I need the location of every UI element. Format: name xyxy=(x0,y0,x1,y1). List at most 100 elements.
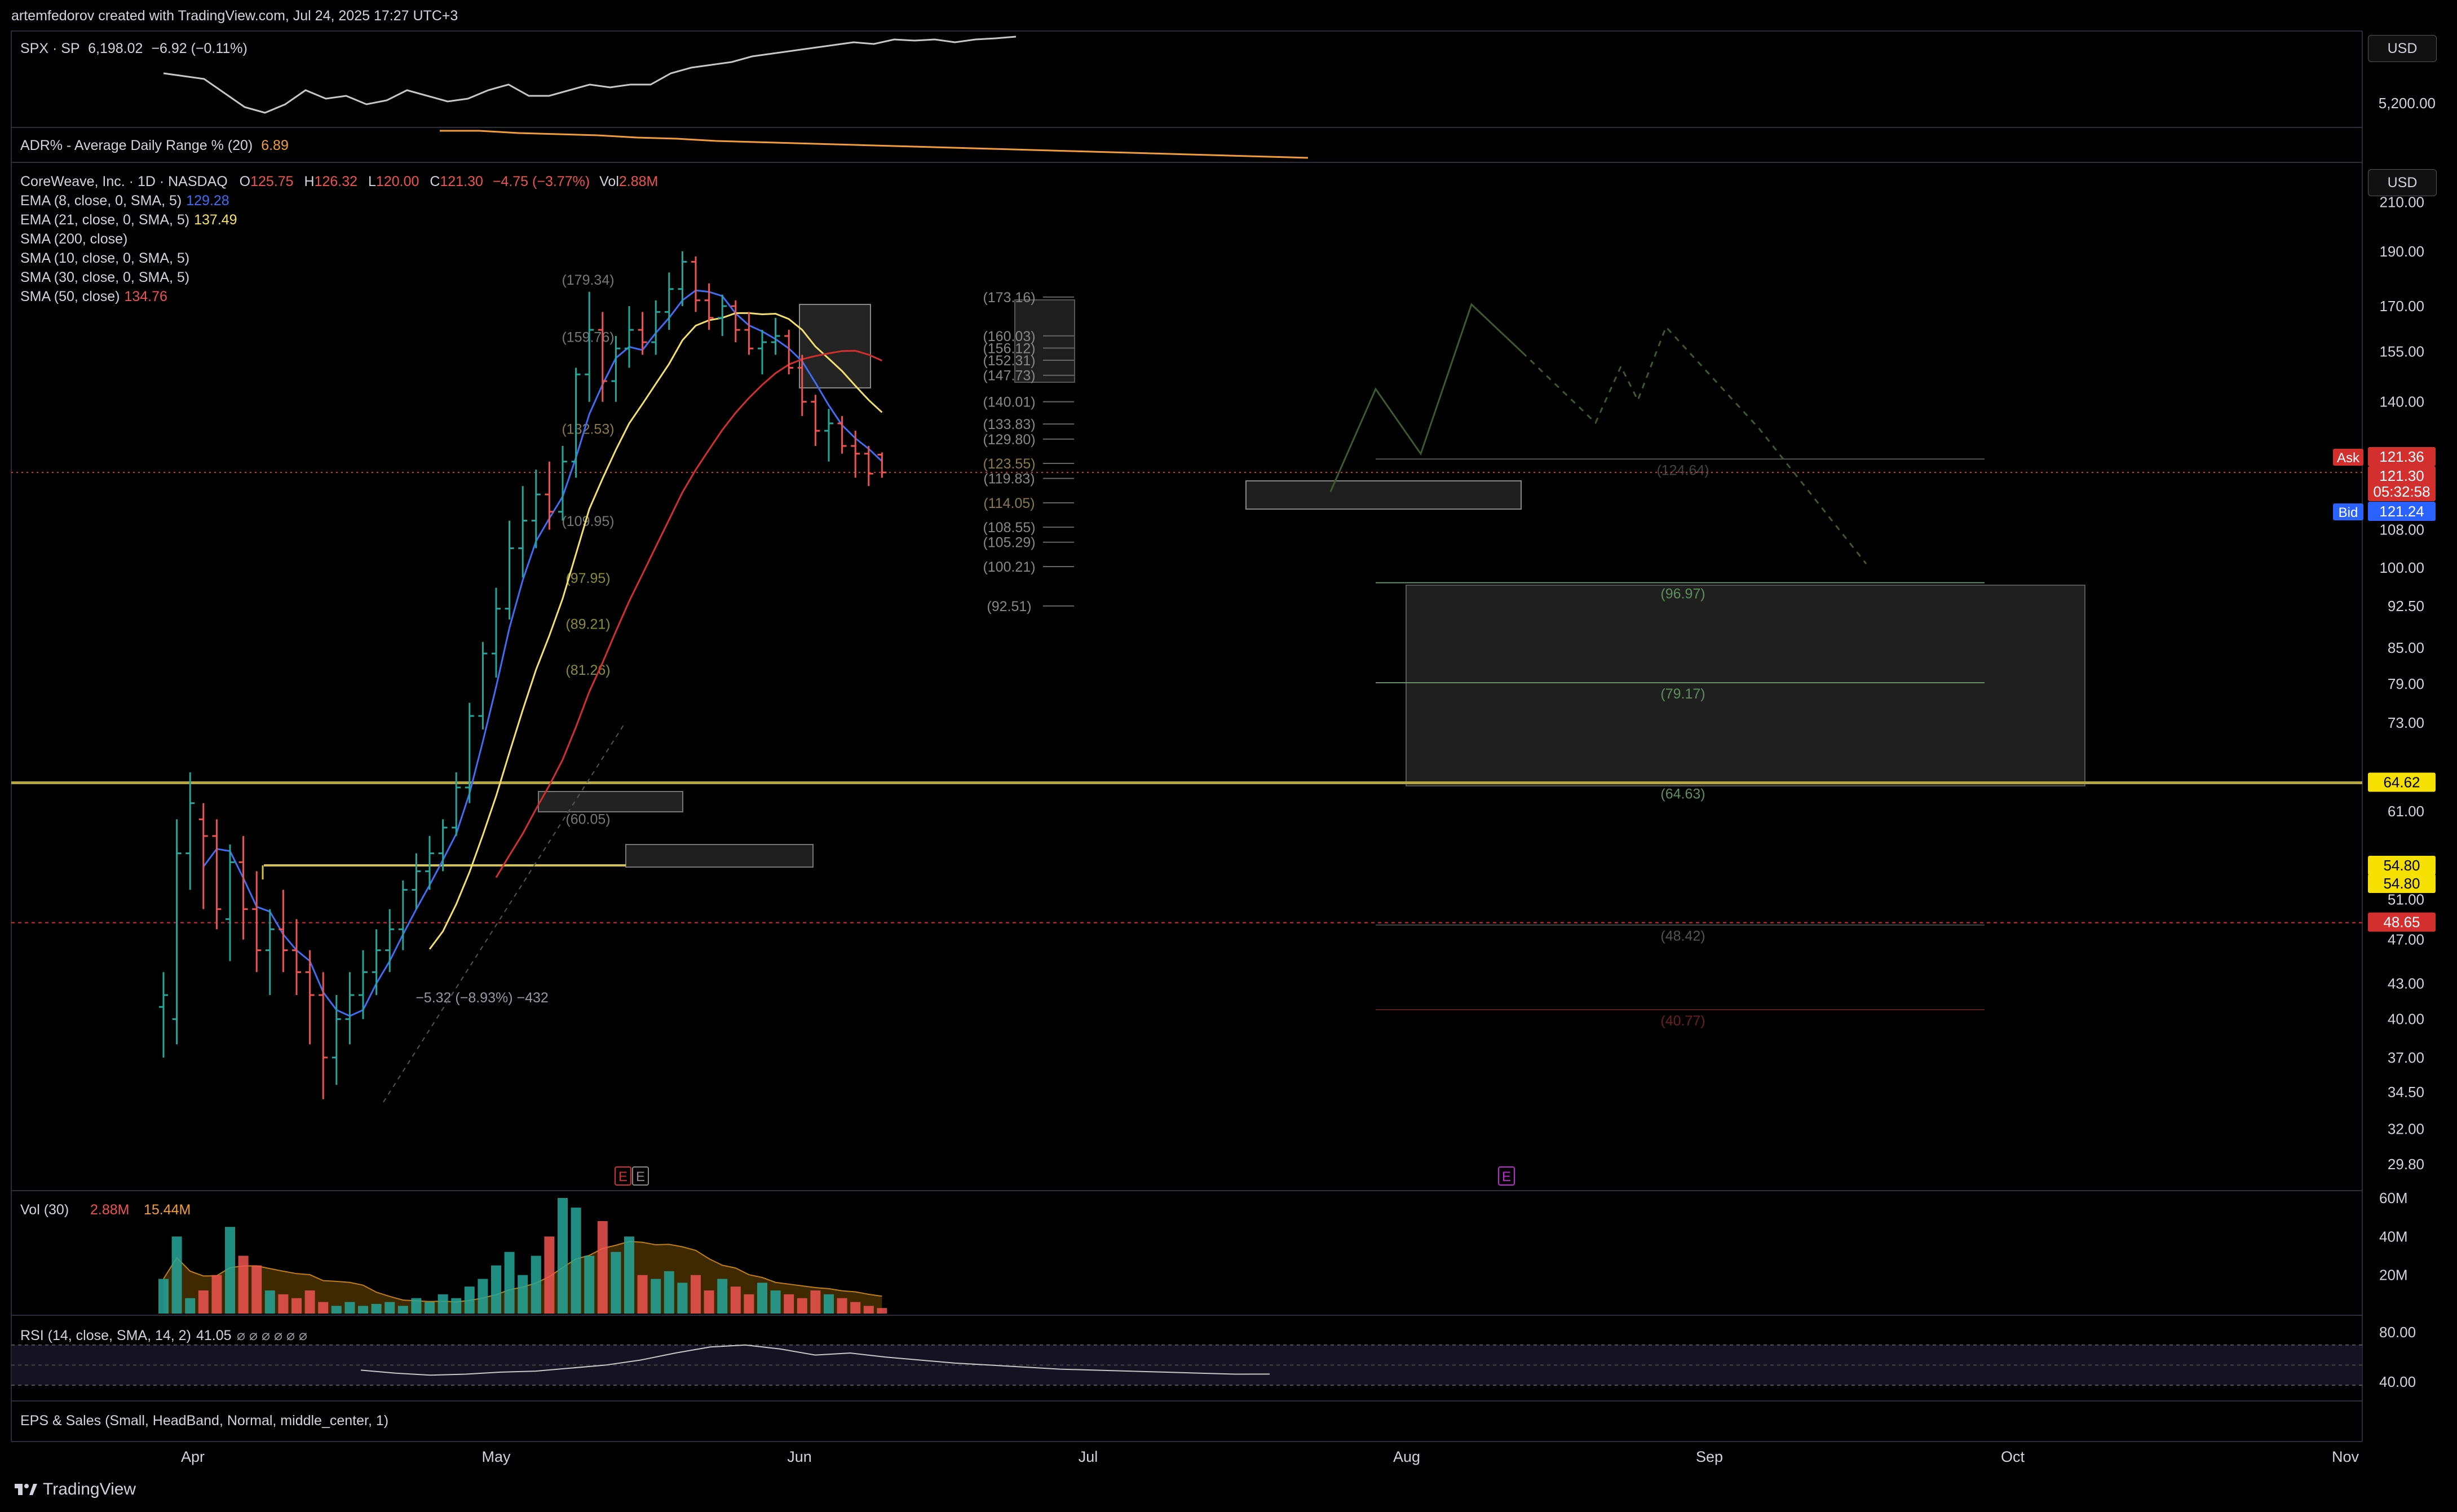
volume-tick: 20M xyxy=(2379,1267,2408,1284)
countdown-bg xyxy=(2368,482,2436,501)
volume-bar xyxy=(717,1279,728,1314)
zone-box-projection xyxy=(1406,585,2085,786)
sma-50-line xyxy=(495,350,883,878)
currency-button-spx[interactable]: USD xyxy=(2368,35,2437,62)
price-tick: 140.00 xyxy=(2379,394,2424,410)
ask-tag-bg xyxy=(2333,449,2363,466)
volume-bar xyxy=(211,1275,222,1314)
volume-bar xyxy=(677,1283,688,1314)
fib-mid-label-6: (133.83) xyxy=(983,417,1035,432)
volume-bar xyxy=(810,1290,821,1314)
earnings-marker-box-2 xyxy=(1498,1166,1515,1186)
price-tick: 29.80 xyxy=(2388,1156,2424,1173)
volume-bar xyxy=(863,1306,874,1314)
spx-legend: SPX · SP 6,198.02 −6.92 (−0.11%) xyxy=(20,41,248,57)
fib-left-label-6: (81.26) xyxy=(565,662,610,678)
vol-value: 2.88M xyxy=(618,174,659,189)
volume-bar xyxy=(544,1236,555,1314)
rsi-value: 41.05 xyxy=(196,1328,232,1343)
volume-bar xyxy=(397,1306,408,1314)
level-red-label: 48.65 xyxy=(2383,914,2420,931)
main-legend: CoreWeave, Inc. · 1D · NASDAQ O125.75 H1… xyxy=(20,174,658,190)
level-yellow-label-bg xyxy=(2368,772,2436,792)
price-tick: 85.00 xyxy=(2388,639,2424,656)
indicator-value: 134.76 xyxy=(124,289,167,304)
indicator-label: EMA (8, close, 0, SMA, 5) xyxy=(20,193,182,209)
volume-bar xyxy=(571,1208,581,1314)
indicator-2[interactable]: SMA (200, close) xyxy=(20,231,132,247)
indicator-5[interactable]: SMA (50, close) 134.76 xyxy=(20,289,172,305)
fib-right-label-1: (96.97) xyxy=(1660,586,1705,602)
volume-bar xyxy=(624,1236,634,1314)
earnings-marker-box-0 xyxy=(615,1166,631,1186)
time-tick-nov: Nov xyxy=(2332,1448,2359,1465)
volume-bar xyxy=(584,1255,595,1314)
volume-bar xyxy=(225,1227,235,1314)
volume-bar xyxy=(664,1271,674,1314)
level-red-label-bg xyxy=(2368,912,2436,932)
currency-button-main[interactable]: USD xyxy=(2368,169,2437,196)
rsi-label: RSI (14, close, SMA, 14, 2) xyxy=(20,1328,191,1343)
ohlc-low-label: L xyxy=(368,174,376,189)
volume-bar xyxy=(371,1303,382,1314)
spx-axis-tick: 5,200.00 xyxy=(2379,95,2436,112)
indicator-3[interactable]: SMA (10, close, 0, SMA, 5) xyxy=(20,250,194,267)
volume-bar xyxy=(558,1198,568,1314)
volume-label: Vol (30) xyxy=(20,1202,69,1218)
indicator-4[interactable]: SMA (30, close, 0, SMA, 5) xyxy=(20,269,194,286)
volume-bar xyxy=(411,1298,422,1314)
eps-label: EPS & Sales (Small, HeadBand, Normal, mi… xyxy=(20,1413,388,1429)
time-tick-may: May xyxy=(481,1448,511,1465)
volume-bar xyxy=(518,1275,528,1314)
indicator-label: EMA (21, close, 0, SMA, 5) xyxy=(20,212,190,228)
volume-bar xyxy=(185,1298,196,1314)
measure-label: −5.32 (−8.93%) −432 xyxy=(416,990,549,1006)
volume-ma-value: 15.44M xyxy=(144,1202,191,1218)
fib-mid-label-0: (173.16) xyxy=(983,290,1035,306)
volume-bar xyxy=(278,1294,289,1314)
volume-bar xyxy=(464,1286,475,1314)
time-tick-jun: Jun xyxy=(787,1448,812,1465)
fib-mid-label-2: (156.12) xyxy=(983,341,1035,356)
level-54-b-bg xyxy=(2368,874,2436,893)
volume-bar xyxy=(198,1290,209,1314)
header-credit: artemfedorov created with TradingView.co… xyxy=(11,8,458,24)
tradingview-logo-icon xyxy=(15,1484,37,1495)
earnings-marker-2: E xyxy=(1502,1169,1511,1184)
level-54-a-bg xyxy=(2368,856,2436,875)
adr-label: ADR% - Average Daily Range % (20) xyxy=(20,138,253,153)
indicator-1[interactable]: EMA (21, close, 0, SMA, 5) 137.49 xyxy=(20,212,242,228)
price-tick: 155.00 xyxy=(2379,343,2424,360)
volume-bar xyxy=(704,1290,714,1314)
fib-mid-label-3: (152.31) xyxy=(983,353,1035,369)
zone-box-may-b xyxy=(625,844,814,868)
indicator-0[interactable]: EMA (8, close, 0, SMA, 5) 129.28 xyxy=(20,193,234,209)
rsi-tick-80: 80.00 xyxy=(2379,1324,2416,1341)
ohlc-high: 126.32 xyxy=(314,174,358,189)
price-tick: 47.00 xyxy=(2388,931,2424,948)
indicator-value: 129.28 xyxy=(186,193,229,209)
zone-box-june xyxy=(799,304,871,388)
volume-bar xyxy=(850,1302,861,1314)
last-price: 121.30 xyxy=(2379,467,2424,484)
volume-bar xyxy=(824,1294,834,1314)
adr-value: 6.89 xyxy=(261,138,289,153)
price-tick: 210.00 xyxy=(2379,193,2424,210)
indicator-label: SMA (50, close) xyxy=(20,289,120,304)
fib-right-label-2: (79.17) xyxy=(1660,686,1705,702)
fib-right-label-4: (48.42) xyxy=(1660,929,1705,944)
price-tick: 79.00 xyxy=(2388,675,2424,692)
tradingview-branding[interactable]: TradingView xyxy=(15,1480,136,1499)
volume-ma-area xyxy=(163,1241,882,1314)
spx-change: −6.92 (−0.11%) xyxy=(151,41,248,56)
volume-bar xyxy=(291,1298,302,1314)
adr-line xyxy=(440,130,1309,159)
volume-value: 2.88M xyxy=(90,1202,129,1218)
rsi-tick-40: 40.00 xyxy=(2379,1373,2416,1390)
price-tick: 108.00 xyxy=(2379,521,2424,538)
time-tick-oct: Oct xyxy=(2001,1448,2025,1465)
projection-dashed xyxy=(1521,325,1867,564)
volume-bar xyxy=(171,1236,182,1314)
ask-price: 121.36 xyxy=(2379,448,2424,465)
